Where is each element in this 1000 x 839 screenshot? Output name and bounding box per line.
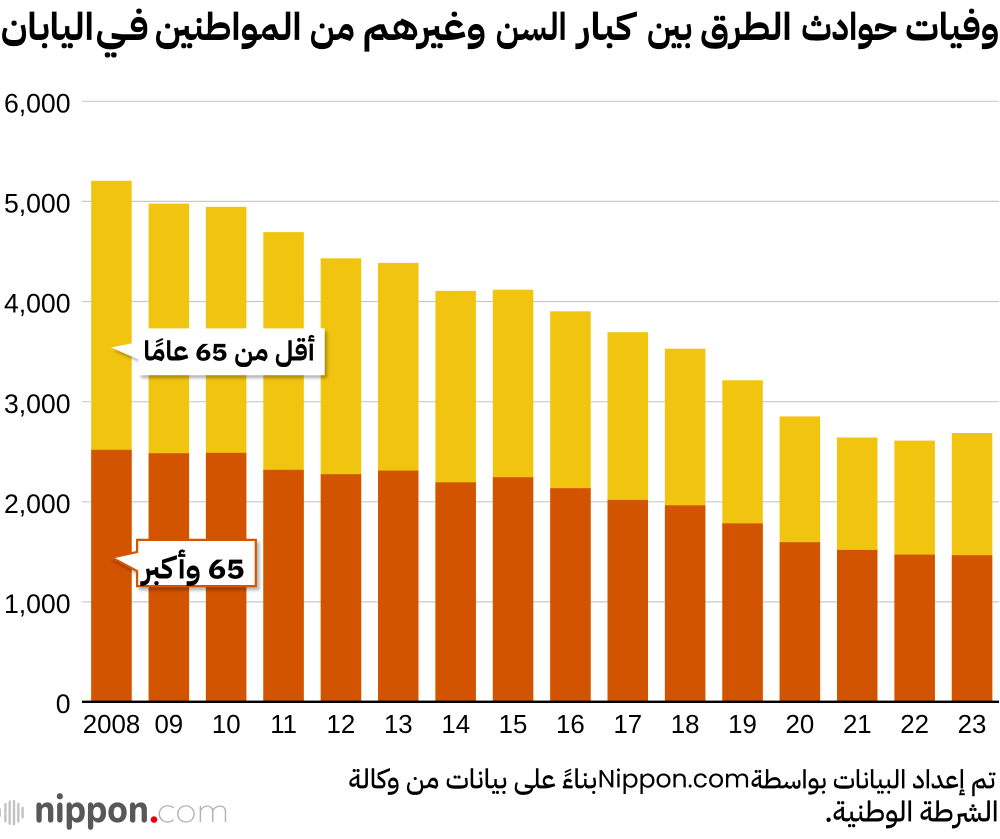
svg-text:4,000: 4,000 — [4, 289, 71, 319]
svg-text:21: 21 — [843, 711, 872, 739]
svg-text:2,000: 2,000 — [4, 489, 71, 519]
svg-text:0: 0 — [56, 689, 71, 719]
svg-text:16: 16 — [556, 711, 585, 739]
svg-text:2008: 2008 — [83, 711, 140, 739]
svg-text:5,000: 5,000 — [4, 189, 71, 219]
svg-text:20: 20 — [786, 711, 815, 739]
svg-text:15: 15 — [499, 711, 528, 739]
svg-text:14: 14 — [441, 711, 470, 739]
svg-text:18: 18 — [671, 711, 700, 739]
svg-text:6,000: 6,000 — [4, 89, 71, 119]
svg-text:19: 19 — [728, 711, 757, 739]
svg-text:10: 10 — [212, 711, 241, 739]
svg-text:13: 13 — [384, 711, 413, 739]
svg-text:22: 22 — [900, 711, 929, 739]
svg-text:11: 11 — [270, 711, 297, 739]
svg-text:17: 17 — [613, 711, 642, 739]
svg-text:1,000: 1,000 — [4, 589, 71, 619]
svg-text:12: 12 — [327, 711, 356, 739]
svg-text:09: 09 — [154, 711, 183, 739]
svg-text:23: 23 — [958, 711, 987, 739]
svg-text:3,000: 3,000 — [4, 389, 71, 419]
